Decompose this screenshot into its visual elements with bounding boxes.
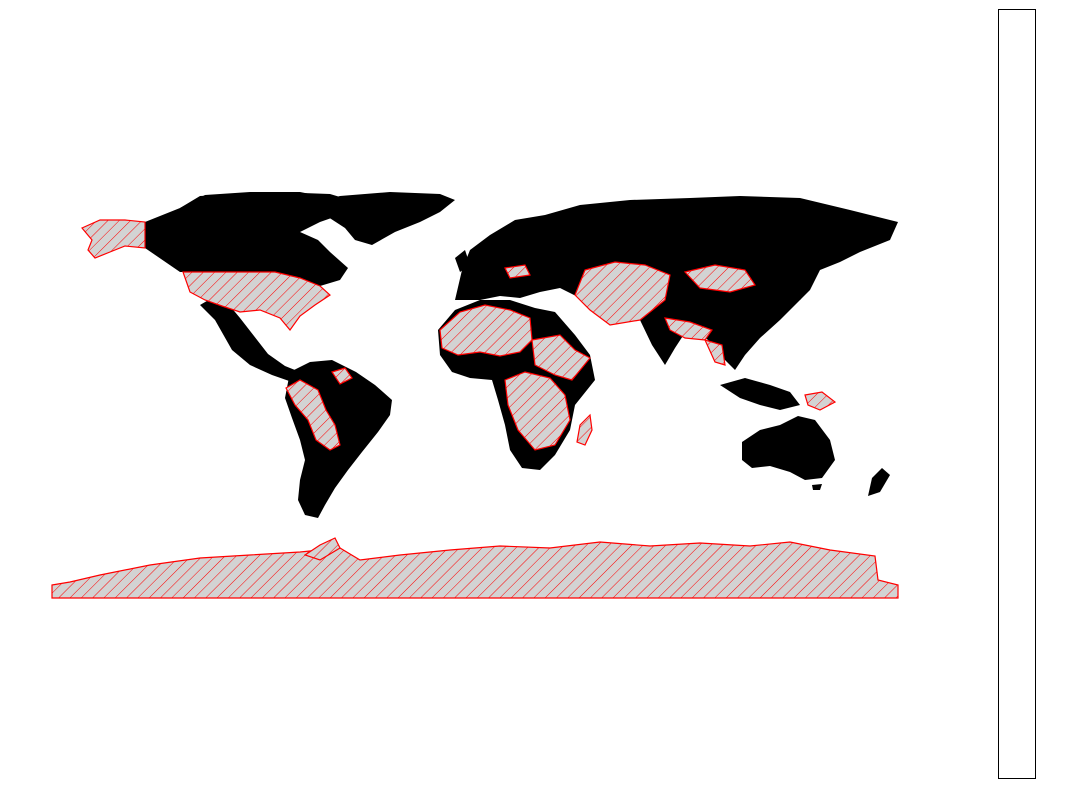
canada-shape xyxy=(145,192,350,286)
southeast-asia-islands-shape xyxy=(720,378,800,410)
europe-no-data-shape xyxy=(504,264,531,279)
region-no-data-north xyxy=(81,219,331,331)
alaska-shape xyxy=(81,219,146,259)
guiana-no-data-shape xyxy=(331,367,353,385)
mongolia-no-data-shape xyxy=(683,264,756,293)
world-map xyxy=(51,192,899,599)
antarctic-peninsula-shape xyxy=(303,537,341,561)
greenland-shape xyxy=(305,192,455,245)
region-greenland xyxy=(305,192,455,245)
eurasia-shape xyxy=(455,196,898,370)
australia-shape xyxy=(742,416,835,480)
mexico-central-america-shape xyxy=(200,298,300,382)
antarctica-shape xyxy=(51,541,899,599)
central-asia-no-data-shape xyxy=(574,261,671,326)
colorbar xyxy=(998,9,1036,779)
east-africa-no-data-shape xyxy=(531,334,591,381)
papua-no-data-shape xyxy=(804,391,837,411)
arctic-islands-shape xyxy=(180,192,320,214)
region-no-data-asia xyxy=(504,261,837,411)
andean-no-data-shape xyxy=(285,379,341,451)
uk-shape xyxy=(455,250,470,272)
region-oceania xyxy=(742,416,890,496)
region-north-america xyxy=(145,192,350,382)
central-africa-no-data-shape xyxy=(504,371,571,451)
usa-shape xyxy=(182,271,331,331)
north-africa-no-data-shape xyxy=(439,304,533,357)
region-europe-asia xyxy=(455,196,898,410)
region-no-data-south-america xyxy=(285,367,353,451)
indochina-no-data-shape xyxy=(703,339,726,366)
region-no-data-antarctica xyxy=(51,537,899,599)
japan-shape xyxy=(790,262,812,300)
new-zealand-shape xyxy=(868,468,890,496)
region-no-data-africa xyxy=(439,304,593,451)
tasmania-shape xyxy=(812,484,822,490)
madagascar-no-data-shape xyxy=(576,413,593,446)
